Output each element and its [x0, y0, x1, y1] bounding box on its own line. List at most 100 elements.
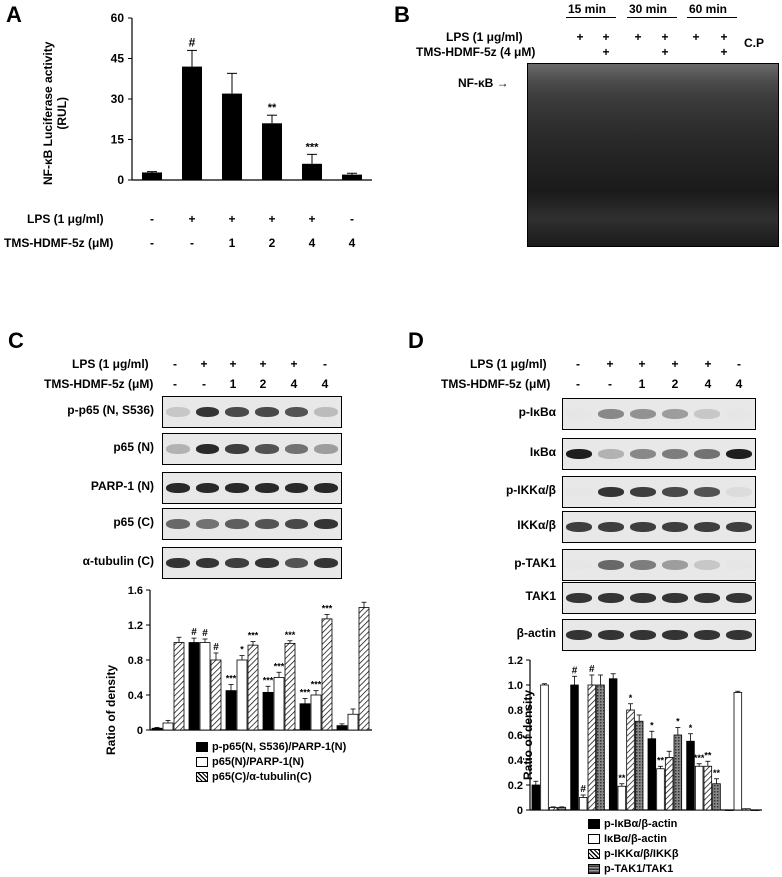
- chart-d-legend-label: p-IκBα/β-actin: [604, 818, 678, 830]
- panel-d-band: [662, 560, 688, 570]
- chart-d-bar: [703, 765, 713, 811]
- panel-d-band: [726, 630, 752, 640]
- chart-c-legend-swatch: [196, 757, 208, 768]
- panel-c-tms-cell: 4: [321, 377, 329, 391]
- panel-c-blot-label: PARP-1 (N): [90, 479, 154, 493]
- panel-d-band: [566, 487, 592, 497]
- chart-c-bar: [236, 659, 248, 731]
- chart-a-ytick-label: 45: [111, 52, 125, 66]
- chart-c-legend-entry: p-p65(N, S536)/PARP-1(N): [196, 741, 346, 753]
- panel-c-tms-cell: 2: [259, 377, 267, 391]
- panel-c-lps-cell: +: [229, 357, 237, 371]
- panel-d-band: [694, 593, 720, 603]
- chart-d-bar: [570, 684, 579, 811]
- chart-c-legend-label: p65(N)/PARP-1(N): [212, 756, 305, 768]
- panel-c-blot-strip: [162, 433, 342, 465]
- panel-a-tms-cell: 2: [268, 236, 276, 250]
- panel-a-lps-label: LPS (1 μg/ml): [27, 212, 104, 226]
- panel-d-band: [630, 630, 656, 640]
- panel-b-time-15: 15 min: [568, 2, 607, 16]
- panel-d-blot-strip: [562, 619, 756, 651]
- panel-d-lps-cell: +: [671, 357, 679, 371]
- chart-d-sig-label: *: [676, 717, 680, 727]
- chart-c-ytick-label: 0.4: [128, 690, 144, 702]
- chart-a-sig-label: ***: [306, 141, 320, 153]
- panel-d-band: [598, 449, 624, 459]
- panel-d-blot-label: p-TAK1: [514, 556, 556, 570]
- chart-d-bar: [608, 678, 618, 811]
- panel-d-band: [694, 449, 720, 459]
- chart-c-ylabel: Ratio of density: [104, 664, 118, 755]
- chart-c-bar: [188, 642, 200, 731]
- panel-c-band: [314, 407, 338, 417]
- chart-a-bar: [222, 93, 242, 180]
- panel-a-tms-label: TMS-HDMF-5z (μM): [4, 236, 114, 250]
- panel-c-blot-label: p-p65 (N, S536): [67, 403, 154, 417]
- chart-d-ytick-label: 0.6: [508, 730, 523, 742]
- chart-a-sig-label: #: [189, 35, 196, 49]
- panel-d-blot-strip: [562, 438, 756, 470]
- chart-c-bar: [310, 694, 322, 731]
- chart-c-sig-label: ***: [248, 631, 259, 641]
- chart-d-bar: [578, 797, 588, 811]
- panel-c-tms-cell: 1: [229, 377, 237, 391]
- chart-c-sig-label: #: [202, 628, 208, 639]
- chart-d-legend-entry: IκBα/β-actin: [588, 833, 667, 845]
- chart-c-bar: [162, 722, 174, 731]
- panel-d-lps-label: LPS (1 μg/ml): [470, 357, 547, 371]
- chart-c-sig-label: ***: [311, 680, 322, 690]
- panel-c-lps-cell: -: [323, 357, 327, 371]
- chart-c-legend-entry: p65(C)/α-tubulin(C): [196, 771, 312, 783]
- panel-c-band: [284, 519, 309, 529]
- chart-a-bar: [142, 172, 162, 180]
- panel-d-lps-cell: -: [576, 357, 580, 371]
- panel-c-band: [255, 444, 279, 454]
- panel-a-lps-cell: -: [350, 212, 354, 226]
- chart-d-ytick-label: 0.4: [508, 755, 524, 767]
- panel-c-lps-cell: +: [290, 357, 298, 371]
- chart-c-bar: [321, 618, 333, 731]
- panel-a-lps-cell: +: [228, 212, 236, 226]
- panel-d-blot-label: TAK1: [525, 589, 556, 603]
- chart-c-sig-label: ***: [285, 630, 296, 640]
- chart-c-ytick-label: 1.2: [128, 620, 143, 632]
- panel-d-blot-strip: [562, 549, 756, 581]
- chart-c-bar: [210, 659, 222, 731]
- chart-d-bar: [694, 765, 704, 811]
- chart-d-bar: [617, 785, 627, 811]
- chart-c-legend-swatch: [196, 742, 208, 753]
- chart-d-legend-swatch: [588, 819, 600, 830]
- panel-d-blot-label: IκBα: [529, 445, 556, 459]
- panel-d-blot-label: β-actin: [516, 626, 556, 640]
- panel-a-tms-cell: -: [150, 236, 154, 250]
- chart-d-legend-swatch: [588, 864, 600, 875]
- panel-c-band: [195, 407, 220, 417]
- chart-d-bar: [686, 740, 695, 811]
- panel-d-band: [598, 560, 624, 570]
- panel-c-band: [166, 407, 190, 417]
- chart-d-sig-label: #: [572, 665, 578, 676]
- panel-c-blot-strip: [162, 472, 342, 504]
- chart-c-bar: [225, 690, 237, 731]
- panel-b-cp-label: C.P: [744, 36, 765, 50]
- panel-c-band: [166, 519, 190, 529]
- panel-b-tms-label: TMS-HDMF-5z (4 μM): [416, 45, 536, 59]
- panel-d-band: [694, 487, 720, 497]
- panel-d-band: [630, 593, 656, 603]
- chart-a-sig-label: **: [268, 102, 277, 114]
- panel-d-band: [630, 522, 656, 532]
- panel-c-band: [255, 519, 279, 529]
- panel-d-band: [598, 522, 624, 532]
- panel-b-underline-30: [627, 17, 677, 18]
- chart-d-bar: [557, 807, 567, 811]
- panel-c-blot-label: p65 (C): [113, 515, 154, 529]
- chart-c-bar: [173, 642, 185, 731]
- panel-d-band: [630, 449, 656, 459]
- chart-d-bar: [531, 784, 541, 811]
- panel-d-band: [630, 487, 656, 497]
- panel-c-tms-cell: 4: [290, 377, 298, 391]
- panel-c-band: [225, 558, 249, 568]
- panel-c-band: [284, 407, 309, 417]
- panel-a-lps-cell: +: [268, 212, 276, 226]
- panel-c-band: [255, 558, 279, 568]
